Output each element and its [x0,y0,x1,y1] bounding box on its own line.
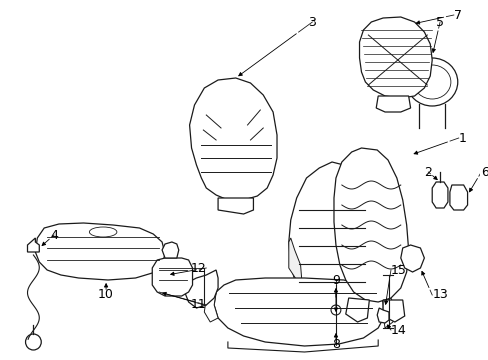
Text: 11: 11 [190,298,206,311]
Polygon shape [359,17,431,98]
Polygon shape [333,148,408,302]
Polygon shape [304,308,365,330]
Polygon shape [288,162,372,312]
Text: 1: 1 [458,131,466,144]
Text: 14: 14 [390,324,406,337]
Ellipse shape [406,58,457,106]
Circle shape [330,305,340,315]
Text: 12: 12 [190,261,206,274]
Polygon shape [400,245,424,272]
Text: 10: 10 [98,288,114,302]
Polygon shape [162,242,179,258]
Polygon shape [204,292,218,322]
Text: 4: 4 [50,229,58,242]
Text: 13: 13 [431,288,447,302]
Polygon shape [449,185,467,210]
Polygon shape [431,182,447,208]
Text: 2: 2 [424,166,431,179]
Text: 3: 3 [308,15,316,28]
Polygon shape [361,240,372,294]
Polygon shape [184,270,218,308]
Text: 7: 7 [453,9,461,22]
Polygon shape [288,238,302,290]
Polygon shape [345,298,368,322]
Polygon shape [382,298,394,328]
Polygon shape [35,223,164,280]
Text: 9: 9 [331,274,339,287]
Text: 5: 5 [435,15,443,28]
Polygon shape [214,278,384,346]
Text: 15: 15 [390,264,406,276]
Polygon shape [189,78,276,200]
Polygon shape [375,96,410,112]
Circle shape [25,334,41,350]
Polygon shape [218,198,253,214]
Polygon shape [27,238,39,252]
Text: 6: 6 [480,166,488,179]
Polygon shape [376,308,388,323]
Polygon shape [382,300,404,322]
Text: 8: 8 [331,338,339,351]
Polygon shape [152,258,192,296]
